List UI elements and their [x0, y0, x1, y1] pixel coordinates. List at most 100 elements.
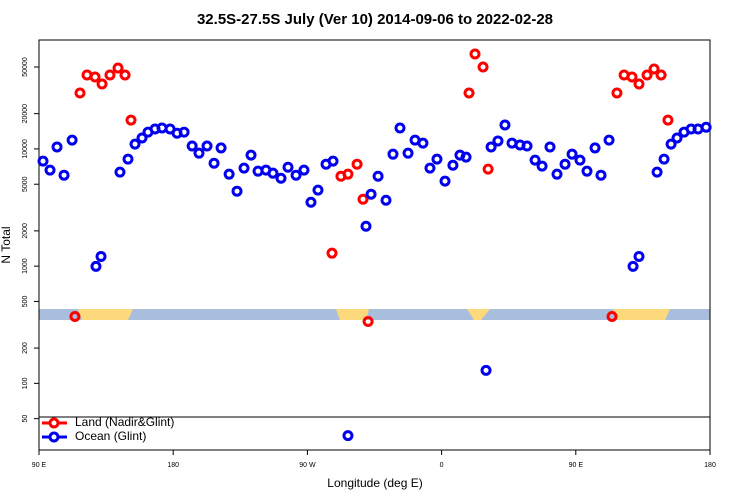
- ocean-strip: [39, 309, 710, 320]
- data-point: [521, 140, 533, 152]
- x-tick-label: 90 W: [299, 462, 316, 469]
- data-point: [245, 149, 257, 161]
- data-point: [627, 260, 639, 272]
- data-point: [463, 87, 475, 99]
- data-point: [700, 121, 712, 133]
- data-point: [477, 61, 489, 73]
- land-strip: [613, 309, 670, 320]
- data-point: [74, 87, 86, 99]
- chart-title: 32.5S-27.5S July (Ver 10) 2014-09-06 to …: [197, 11, 553, 28]
- data-point: [178, 126, 190, 138]
- data-point: [96, 78, 108, 90]
- x-tick-label: 180: [167, 462, 179, 469]
- data-point: [51, 141, 63, 153]
- data-point: [482, 163, 494, 175]
- data-point: [290, 169, 302, 181]
- data-point: [342, 430, 354, 442]
- x-tick-label: 90 E: [569, 462, 584, 469]
- data-point: [312, 184, 324, 196]
- data-point: [360, 220, 372, 232]
- land-strip: [467, 309, 490, 320]
- data-point: [589, 142, 601, 154]
- data-point: [574, 154, 586, 166]
- data-point: [275, 172, 287, 184]
- data-point: [327, 155, 339, 167]
- data-point: [662, 114, 674, 126]
- data-point: [58, 169, 70, 181]
- data-point: [611, 87, 623, 99]
- data-point: [112, 62, 124, 74]
- data-point: [114, 166, 126, 178]
- data-point: [581, 165, 593, 177]
- map-strip: [39, 309, 710, 320]
- data-point: [595, 169, 607, 181]
- data-point: [431, 153, 443, 165]
- x-tick-label: 0: [440, 462, 444, 469]
- data-point: [529, 154, 541, 166]
- data-point: [136, 132, 148, 144]
- data-point: [119, 69, 131, 81]
- data-point: [298, 164, 310, 176]
- data-point: [671, 132, 683, 144]
- data-point: [201, 140, 213, 152]
- data-point: [603, 134, 615, 146]
- data-point: [394, 122, 406, 134]
- x-tick-label: 90 E: [32, 462, 47, 469]
- x-axis-label: Longitude (deg E): [327, 476, 422, 490]
- y-tick-label: 1000: [22, 258, 29, 274]
- data-point: [559, 158, 571, 170]
- data-point: [566, 148, 578, 160]
- data-point: [655, 69, 667, 81]
- y-tick-label: 5000: [22, 176, 29, 192]
- data-point: [606, 310, 618, 322]
- data-point: [193, 147, 205, 159]
- data-point: [282, 161, 294, 173]
- data-point: [469, 48, 481, 60]
- data-point: [387, 148, 399, 160]
- data-point: [485, 141, 497, 153]
- data-point: [551, 168, 563, 180]
- data-point: [380, 194, 392, 206]
- data-point: [125, 114, 137, 126]
- data-point: [641, 69, 653, 81]
- data-point: [66, 134, 78, 146]
- data-point: [351, 158, 363, 170]
- data-point: [402, 147, 414, 159]
- data-point: [544, 141, 556, 153]
- y-tick-label: 50000: [22, 57, 29, 77]
- legend-label: Land (Nadir&Glint): [75, 415, 174, 429]
- y-tick-label: 10000: [22, 139, 29, 159]
- y-tick-label: 500: [22, 295, 29, 307]
- land-strip: [78, 309, 133, 320]
- data-point: [89, 71, 101, 83]
- data-point: [104, 69, 116, 81]
- data-point: [208, 157, 220, 169]
- legend-label: Ocean (Glint): [75, 429, 146, 443]
- y-tick-label: 100: [22, 377, 29, 389]
- data-point: [238, 162, 250, 174]
- y-tick-label: 2000: [22, 223, 29, 239]
- data-point: [267, 167, 279, 179]
- data-point: [90, 260, 102, 272]
- data-point: [633, 250, 645, 262]
- x-tick-label: 180: [704, 462, 716, 469]
- data-point: [365, 188, 377, 200]
- legend-marker: [48, 417, 60, 429]
- data-point: [460, 151, 472, 163]
- data-point: [95, 250, 107, 262]
- data-point: [439, 175, 451, 187]
- y-tick-label: 20000: [22, 104, 29, 124]
- data-point: [129, 138, 141, 150]
- data-point: [499, 119, 511, 131]
- data-point: [44, 164, 56, 176]
- y-tick-label: 50: [22, 415, 29, 423]
- plot-frame: [38, 39, 711, 451]
- data-point: [305, 196, 317, 208]
- data-point: [480, 364, 492, 376]
- y-tick-label: 200: [22, 342, 29, 354]
- data-point: [665, 138, 677, 150]
- data-point: [536, 160, 548, 172]
- data-point: [326, 247, 338, 259]
- data-point: [122, 153, 134, 165]
